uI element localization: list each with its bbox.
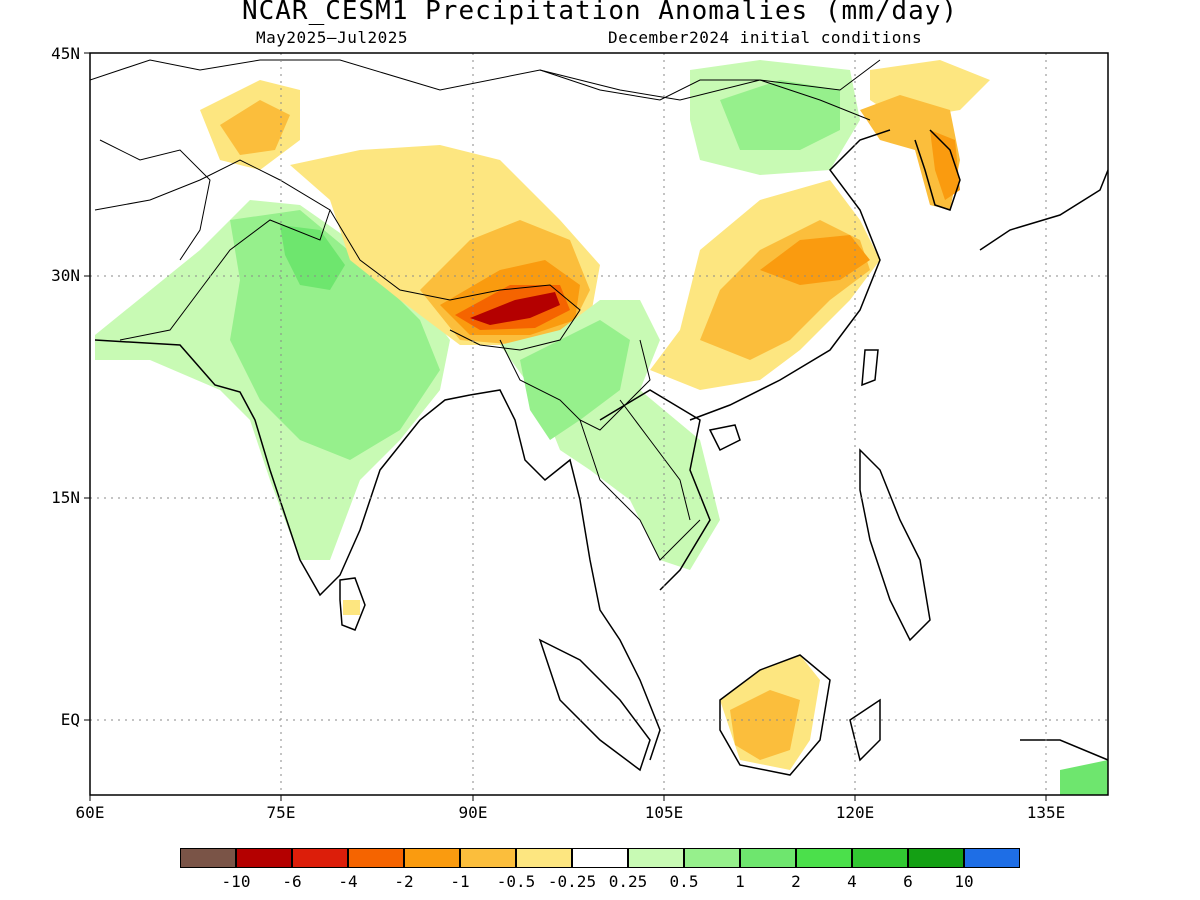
legend-label: 1 bbox=[735, 872, 745, 891]
legend-label: -4 bbox=[338, 872, 358, 891]
legend-swatch bbox=[404, 848, 460, 868]
legend-swatch bbox=[460, 848, 516, 868]
border-laos bbox=[619, 399, 691, 521]
legend-label: -2 bbox=[394, 872, 414, 891]
map-title: NCAR_CESM1 Precipitation Anomalies (mm/d… bbox=[241, 0, 959, 26]
lon-tick-label: 120E bbox=[835, 803, 875, 822]
lat-tick-label: EQ bbox=[60, 710, 80, 729]
legend-swatch bbox=[964, 848, 1020, 868]
legend-label: -6 bbox=[282, 872, 302, 891]
coastline-new-guinea bbox=[1020, 739, 1108, 761]
country-borders bbox=[90, 59, 881, 561]
anomaly-shading bbox=[95, 60, 1108, 795]
coastline-china bbox=[689, 129, 891, 421]
lon-tick-label: 135E bbox=[1026, 803, 1066, 822]
legend-label: 2 bbox=[791, 872, 801, 891]
anomaly-mongolia-core bbox=[720, 80, 840, 150]
coastline-japan bbox=[979, 169, 1108, 251]
coastline-hainan bbox=[708, 424, 741, 452]
coastline-sulawesi bbox=[849, 698, 881, 762]
lon-tick-label: 90E bbox=[458, 803, 488, 822]
lat-tick-label: 45N bbox=[51, 44, 80, 63]
border-thailand bbox=[579, 419, 701, 561]
legend-swatch bbox=[180, 848, 236, 868]
legend-swatch bbox=[796, 848, 852, 868]
anomaly-korea bbox=[860, 95, 960, 210]
coastline-philippines bbox=[859, 448, 931, 642]
lat-tick-label: 30N bbox=[51, 266, 80, 285]
anomaly-bhutan-max bbox=[470, 292, 560, 325]
coastline-india bbox=[94, 339, 471, 597]
legend-label: 0.5 bbox=[669, 872, 699, 891]
legend-swatch bbox=[852, 848, 908, 868]
coastline-sri-lanka bbox=[339, 577, 366, 631]
anomaly-nw-india bbox=[280, 225, 345, 290]
anomaly-korea-core bbox=[930, 130, 960, 200]
coastline-sumatra bbox=[538, 638, 651, 772]
lon-tick-label: 75E bbox=[266, 803, 296, 822]
anomaly-borneo-core bbox=[730, 690, 800, 760]
legend-label: -10 bbox=[221, 872, 251, 891]
legend-swatch bbox=[908, 848, 964, 868]
legend-swatch bbox=[684, 848, 740, 868]
border-mongolia bbox=[539, 69, 871, 121]
coastline-indochina bbox=[599, 389, 711, 591]
legend-label: -1 bbox=[450, 872, 470, 891]
legend-label: -0.25 bbox=[547, 872, 597, 891]
border-central-asia bbox=[90, 59, 881, 101]
border-afghanistan bbox=[99, 139, 211, 261]
legend-label: 6 bbox=[903, 872, 913, 891]
lon-tick-label: 60E bbox=[75, 803, 105, 822]
coastline-bay-of-bengal bbox=[469, 389, 661, 761]
legend-swatch bbox=[740, 848, 796, 868]
anomaly-new-guinea bbox=[1060, 760, 1108, 795]
season-label: May2025–Jul2025 bbox=[256, 28, 408, 47]
lat-tick-label: 15N bbox=[51, 488, 80, 507]
legend-swatch bbox=[236, 848, 292, 868]
legend-label: 0.25 bbox=[608, 872, 648, 891]
anomaly-india-core bbox=[230, 210, 440, 460]
legend-swatch bbox=[572, 848, 628, 868]
legend-label: 4 bbox=[847, 872, 857, 891]
anomaly-central-asia-core bbox=[220, 100, 290, 155]
map-frame bbox=[89, 52, 1109, 796]
legend-swatch bbox=[348, 848, 404, 868]
coastline-taiwan bbox=[861, 349, 879, 387]
axis-ticks bbox=[84, 52, 1047, 801]
border-pakistan bbox=[94, 159, 331, 341]
graticule bbox=[90, 53, 1108, 795]
anomaly-myanmar bbox=[520, 320, 630, 440]
anomaly-sri-lanka bbox=[343, 600, 360, 615]
lon-tick-label: 105E bbox=[644, 803, 684, 822]
coastline-korea bbox=[914, 129, 961, 211]
legend-swatch bbox=[516, 848, 572, 868]
legend-swatch bbox=[292, 848, 348, 868]
initial-conditions-label: December2024 initial conditions bbox=[608, 28, 923, 47]
border-himalaya bbox=[329, 209, 581, 351]
coastlines bbox=[94, 129, 1108, 776]
coastline-borneo bbox=[719, 654, 831, 776]
border-myanmar bbox=[499, 339, 651, 431]
legend-swatch bbox=[628, 848, 684, 868]
legend-label: 10 bbox=[954, 872, 974, 891]
legend-label: -0.5 bbox=[496, 872, 536, 891]
anomaly-yangtze bbox=[760, 235, 870, 285]
